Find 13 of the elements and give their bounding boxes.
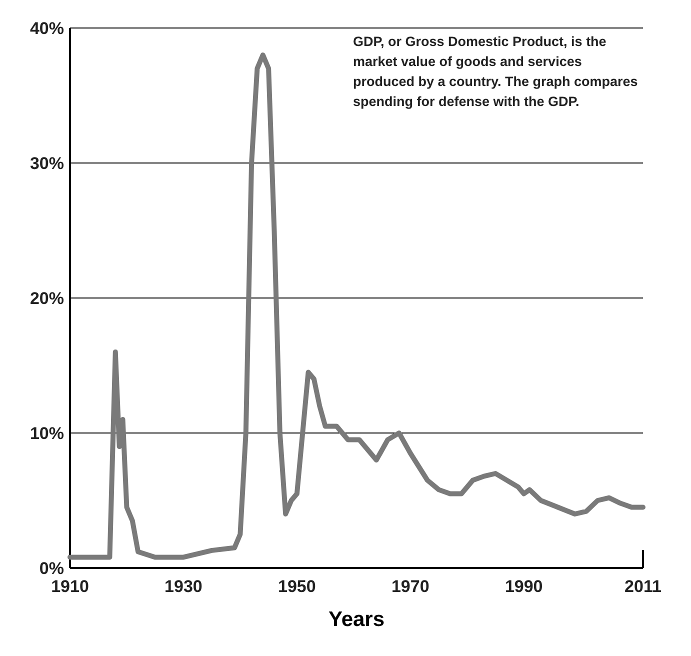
x-axis-title: Years bbox=[328, 608, 385, 631]
y-tick-label: 40% bbox=[30, 18, 64, 38]
y-tick-label: 20% bbox=[30, 288, 64, 308]
x-tick-label: 1970 bbox=[391, 577, 430, 596]
y-tick-label: 30% bbox=[30, 154, 64, 173]
x-tick-label: 2011 bbox=[624, 577, 662, 596]
y-tick-label: 0% bbox=[39, 558, 64, 578]
y-tick-label: 10% bbox=[30, 424, 64, 443]
x-tick-label: 1990 bbox=[504, 577, 543, 596]
x-tick-label: 1950 bbox=[278, 577, 316, 596]
x-tick-label: 1930 bbox=[164, 577, 202, 596]
annotation: GDP, or Gross Domestic Product, is the market value of goods and services produced by a country. The graph compares spending for defense with the GDP. bbox=[353, 34, 638, 109]
x-tick-label: 1910 bbox=[51, 577, 89, 596]
